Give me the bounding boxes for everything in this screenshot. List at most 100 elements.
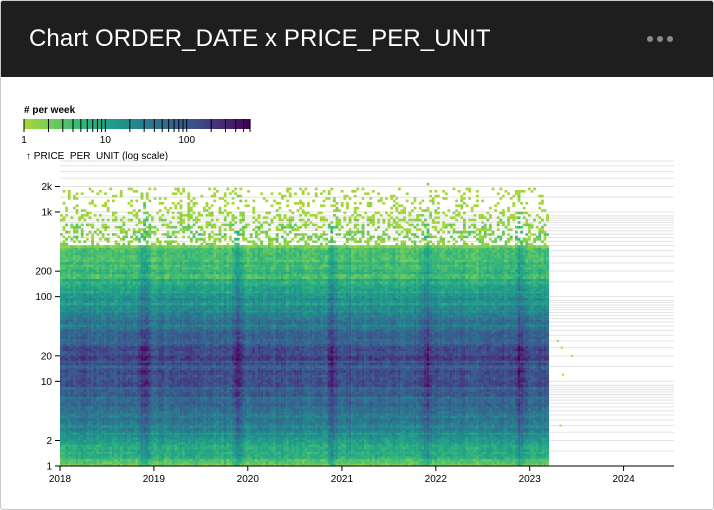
heatmap-cell: [75, 247, 79, 251]
heatmap-cell: [174, 444, 178, 447]
heatmap-cell: [65, 353, 68, 356]
heatmap-cell: [106, 266, 110, 270]
heatmap-cell: [179, 314, 183, 318]
heatmap-cell: [182, 391, 185, 395]
heatmap-cell: [117, 422, 120, 426]
heatmap-cell: [184, 269, 188, 272]
heatmap-cell: [91, 348, 94, 351]
heatmap-cell: [67, 418, 71, 421]
heatmap-cell: [158, 410, 162, 414]
heatmap-cell: [93, 331, 97, 335]
heatmap-cell: [179, 317, 183, 320]
heatmap-cell: [60, 259, 63, 263]
heatmap-cell: [112, 362, 115, 366]
heatmap-cell: [158, 456, 162, 459]
heatmap-cell: [161, 360, 165, 363]
heatmap-cell: [156, 295, 159, 299]
heatmap-cell: [130, 451, 133, 455]
heatmap-cell: [138, 324, 141, 327]
legend-ramp-segment: [246, 119, 251, 129]
heatmap-cell: [70, 461, 74, 464]
heatmap-cell: [101, 420, 105, 423]
heatmap-cell: [127, 430, 131, 433]
heatmap-cell: [161, 314, 165, 318]
heatmap-cell: [182, 425, 185, 428]
heatmap-cell: [60, 451, 63, 455]
heatmap-cell: [132, 346, 136, 349]
heatmap-cell: [138, 269, 141, 272]
heatmap-cell: [151, 254, 154, 258]
heatmap-cell: [184, 427, 188, 431]
heatmap-cell: [114, 283, 118, 287]
heatmap-cell: [182, 430, 185, 433]
heatmap-cell: [80, 245, 84, 248]
heatmap-cell: [179, 271, 183, 275]
heatmap-cell: [161, 317, 165, 320]
heatmap-cell: [169, 240, 172, 243]
heatmap-cell: [130, 298, 133, 301]
legend-ramp-segment: [197, 119, 202, 129]
heatmap-cell: [127, 283, 131, 287]
heatmap-cell: [151, 319, 154, 323]
heatmap-cell: [75, 298, 79, 301]
heatmap-cell: [91, 442, 94, 445]
heatmap-cell: [104, 432, 107, 435]
heatmap-cell: [177, 314, 180, 318]
heatmap-cell: [132, 446, 136, 450]
heatmap-cell: [143, 396, 146, 399]
heatmap-cell: [117, 430, 120, 433]
heatmap-cell: [99, 322, 102, 325]
heatmap-cell: [117, 403, 120, 407]
heatmap-cell: [171, 302, 175, 306]
heatmap-cell: [73, 463, 76, 467]
heatmap-cell: [78, 458, 81, 462]
heatmap-cell: [80, 338, 84, 342]
heatmap-cell: [179, 444, 183, 447]
heatmap-cell: [132, 314, 136, 318]
heatmap-cell: [166, 271, 170, 275]
heatmap-cell: [166, 374, 170, 378]
heatmap-cell: [164, 406, 167, 409]
heatmap-cell: [70, 377, 74, 380]
heatmap-cell: [138, 454, 141, 457]
heatmap-cell: [179, 223, 183, 227]
heatmap-cell: [62, 389, 66, 392]
heatmap-cell: [93, 274, 97, 277]
heatmap-cell: [112, 307, 115, 311]
heatmap-cell: [166, 434, 170, 438]
heatmap-cell: [91, 360, 94, 363]
heatmap-cell: [177, 348, 180, 351]
heatmap-cell: [86, 286, 89, 289]
heatmap-cell: [171, 444, 175, 447]
heatmap-cell: [169, 379, 172, 383]
heatmap-cell: [184, 444, 188, 447]
heatmap-cell: [125, 413, 128, 416]
heatmap-cell: [73, 456, 76, 459]
heatmap-cell: [96, 365, 100, 368]
more-horizontal-icon[interactable]: [645, 31, 675, 47]
heatmap-cell: [96, 312, 100, 315]
heatmap-cell: [91, 430, 94, 433]
heatmap-cell: [174, 425, 178, 428]
heatmap-cell: [153, 425, 157, 428]
heatmap-cell: [138, 444, 141, 447]
heatmap-cell: [153, 398, 157, 402]
heatmap-cell: [184, 334, 188, 337]
heatmap-cell: [132, 463, 136, 467]
heatmap-cell: [130, 271, 133, 275]
heatmap-cell: [125, 331, 128, 335]
legend-ramp-segment: [80, 119, 85, 129]
heatmap-cell: [135, 463, 139, 467]
heatmap-cell: [65, 298, 68, 301]
heatmap-cell: [119, 314, 123, 318]
heatmap-cell: [145, 252, 149, 255]
heatmap-cell: [75, 444, 79, 447]
heatmap-cell: [122, 317, 126, 320]
heatmap-cell: [93, 463, 97, 467]
heatmap-cell: [83, 329, 87, 332]
heatmap-cell: [138, 305, 141, 308]
heatmap-cell: [132, 391, 136, 395]
heatmap-cell: [80, 377, 84, 380]
heatmap-cell: [138, 264, 141, 267]
heatmap-cell: [166, 396, 170, 399]
